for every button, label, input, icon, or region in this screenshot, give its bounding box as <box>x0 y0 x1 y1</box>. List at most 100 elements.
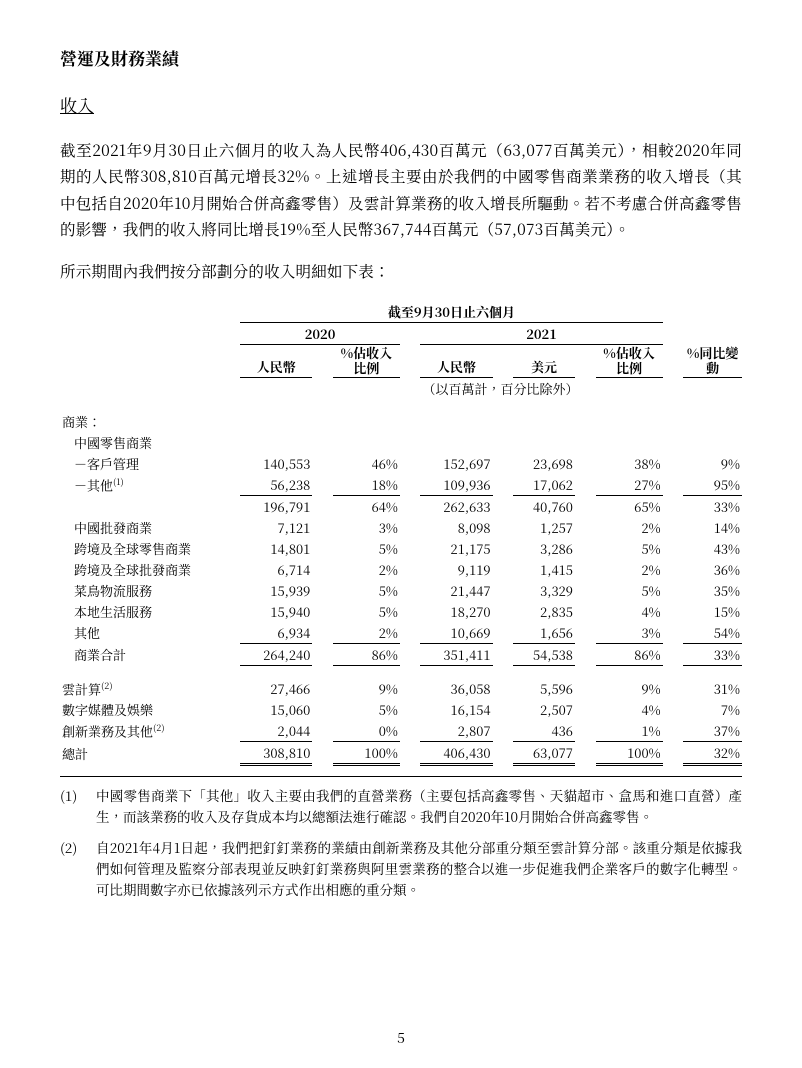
cell: 7% <box>683 699 742 720</box>
row-innovation: 創新業務及其他(2) 2,044 0% 2,807 436 1% 37% <box>60 720 742 742</box>
cell: 9% <box>683 453 742 474</box>
cell: 1% <box>596 720 663 742</box>
row-commerce-total: 商業合計 264,240 86% 351,411 54,538 86% 33% <box>60 643 742 665</box>
cell: 46% <box>333 453 400 474</box>
cell: 109,936 <box>420 474 492 496</box>
cell: 63,077 <box>513 741 575 764</box>
cell: 95% <box>683 474 742 496</box>
cell: 3,286 <box>513 538 575 559</box>
cell: 23,698 <box>513 453 575 474</box>
cell: 9% <box>333 678 400 699</box>
year-2021: 2021 <box>420 322 662 344</box>
cell: 6,934 <box>240 622 312 644</box>
cell: 2,507 <box>513 699 575 720</box>
cell: 264,240 <box>240 643 312 665</box>
cell: 15% <box>683 601 742 622</box>
cell: 40,760 <box>513 495 575 517</box>
label-commerce: 商業： <box>60 411 240 432</box>
col-pct-2020: %佔收入比例 <box>333 344 400 377</box>
cell: 18,270 <box>420 601 492 622</box>
header-unit-note: （以百萬計，百分比除外） <box>60 377 742 399</box>
label: 跨境及全球批發商業 <box>60 559 240 580</box>
cell: 14,801 <box>240 538 312 559</box>
cell: 4% <box>596 601 663 622</box>
cell: 43% <box>683 538 742 559</box>
label-innovation: 創新業務及其他(2) <box>60 720 240 742</box>
cell: 100% <box>596 741 663 764</box>
cell: 351,411 <box>420 643 492 665</box>
row-grand-total: 總計 308,810 100% 406,430 63,077 100% 32% <box>60 741 742 764</box>
cell: 2% <box>333 622 400 644</box>
cell: 15,060 <box>240 699 312 720</box>
cell: 2% <box>596 559 663 580</box>
footnote-2-marker: (2) <box>60 837 96 900</box>
cell: 9% <box>596 678 663 699</box>
cell: 2,807 <box>420 720 492 742</box>
cell: 32% <box>683 741 742 764</box>
label-china-retail: 中國零售商業 <box>60 432 240 453</box>
period-caption: 截至9月30日止六個月 <box>240 301 662 323</box>
cell: 86% <box>333 643 400 665</box>
row-other-commerce: 其他 6,934 2% 10,669 1,656 3% 54% <box>60 622 742 644</box>
unit-note: （以百萬計，百分比除外） <box>420 377 574 399</box>
paragraph-table-intro: 所示期間內我們按分部劃分的收入明細如下表： <box>60 258 742 284</box>
row-xborder-retail: 跨境及全球零售商業 14,801 5% 21,175 3,286 5% 43% <box>60 538 742 559</box>
col-yoy: %同比變動 <box>683 344 742 377</box>
col-usd-2021: 美元 <box>513 344 575 377</box>
cell: 86% <box>596 643 663 665</box>
cell: 35% <box>683 580 742 601</box>
footnote-1-marker: (1) <box>60 785 96 827</box>
footnote-2-text: 自2021年4月1日起，我們把釘釘業務的業績由創新業務及其他分部重分類至雲計算分… <box>96 837 742 900</box>
label-cust-mgmt: －客戶管理 <box>60 453 240 474</box>
row-china-wholesale: 中國批發商業 7,121 3% 8,098 1,257 2% 14% <box>60 517 742 538</box>
label-other-retail: －其他(1) <box>60 474 240 496</box>
row-local-services: 本地生活服務 15,940 5% 18,270 2,835 4% 15% <box>60 601 742 622</box>
cell: 9,119 <box>420 559 492 580</box>
cell: 64% <box>333 495 400 517</box>
label: 其他 <box>60 622 240 644</box>
cell: 10,669 <box>420 622 492 644</box>
cell: 18% <box>333 474 400 496</box>
cell: 2% <box>333 559 400 580</box>
row-retail-subtotal: 196,791 64% 262,633 40,760 65% 33% <box>60 495 742 517</box>
footnote-1-text: 中國零售商業下「其他」收入主要由我們的直營業務（主要包括高鑫零售、天貓超市、盒馬… <box>96 785 742 827</box>
cell: 31% <box>683 678 742 699</box>
cell: 1,656 <box>513 622 575 644</box>
cell: 33% <box>683 643 742 665</box>
cell: 16,154 <box>420 699 492 720</box>
cell: 436 <box>513 720 575 742</box>
cell: 3% <box>333 517 400 538</box>
cell: 37% <box>683 720 742 742</box>
cell: 2% <box>596 517 663 538</box>
footnotes-block: (1) 中國零售商業下「其他」收入主要由我們的直營業務（主要包括高鑫零售、天貓超… <box>60 776 742 900</box>
cell: 21,175 <box>420 538 492 559</box>
label-dme: 數字媒體及娛樂 <box>60 699 240 720</box>
cell: 56,238 <box>240 474 312 496</box>
header-columns: 人民幣 %佔收入比例 人民幣 美元 %佔收入比例 %同比變動 <box>60 344 742 377</box>
cell: 5% <box>333 580 400 601</box>
cell: 196,791 <box>240 495 312 517</box>
cell: 5% <box>333 601 400 622</box>
row-other-retail: －其他(1) 56,238 18% 109,936 17,062 27% 95% <box>60 474 742 496</box>
cell: 100% <box>333 741 400 764</box>
label-grand-total: 總計 <box>60 741 240 764</box>
cell: 54,538 <box>513 643 575 665</box>
cell: 15,939 <box>240 580 312 601</box>
row-cainiao: 菜鳥物流服務 15,939 5% 21,447 3,329 5% 35% <box>60 580 742 601</box>
cell: 1,257 <box>513 517 575 538</box>
cell: 7,121 <box>240 517 312 538</box>
cell: 8,098 <box>420 517 492 538</box>
footnote-1: (1) 中國零售商業下「其他」收入主要由我們的直營業務（主要包括高鑫零售、天貓超… <box>60 785 742 827</box>
cell: 5% <box>333 699 400 720</box>
cell: 4% <box>596 699 663 720</box>
row-commerce-heading: 商業： <box>60 411 742 432</box>
cell: 27,466 <box>240 678 312 699</box>
document-page: 營運及財務業績 收入 截至2021年9月30日止六個月的收入為人民幣406,43… <box>0 0 802 1068</box>
cell: 14% <box>683 517 742 538</box>
col-pct-2021: %佔收入比例 <box>596 344 663 377</box>
cell: 54% <box>683 622 742 644</box>
cell: 0% <box>333 720 400 742</box>
cell: 308,810 <box>240 741 312 764</box>
row-cloud: 雲計算(2) 27,466 9% 36,058 5,596 9% 31% <box>60 678 742 699</box>
row-customer-mgmt: －客戶管理 140,553 46% 152,697 23,698 38% 9% <box>60 453 742 474</box>
